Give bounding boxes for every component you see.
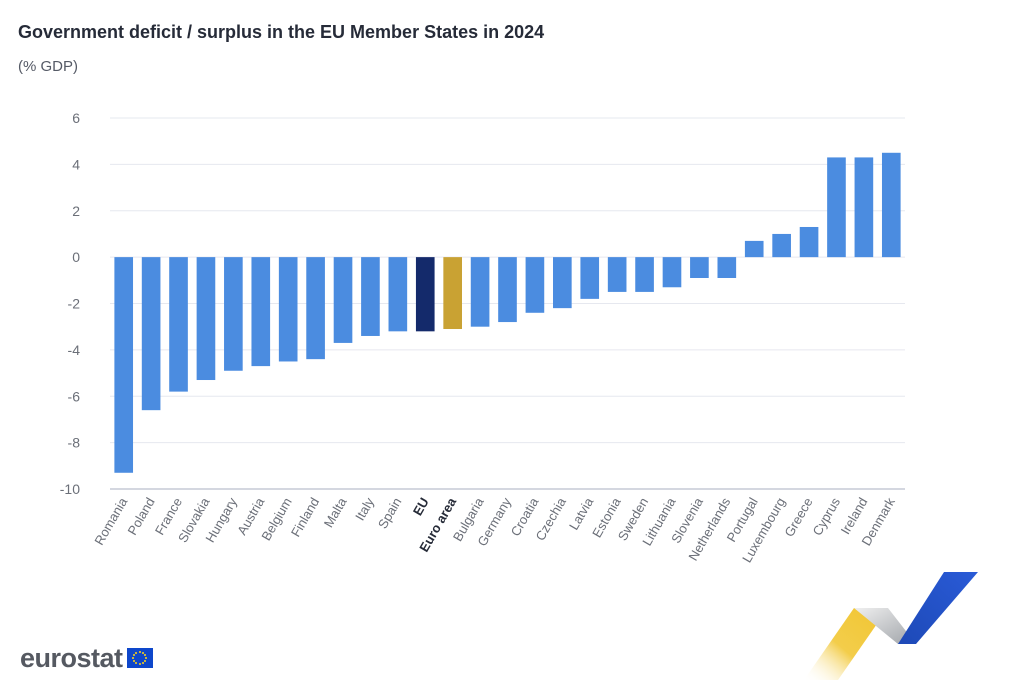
flag-star xyxy=(144,657,147,659)
x-tick-label: Cyprus xyxy=(809,495,843,539)
decorative-ribbon-graphic xyxy=(804,572,978,680)
y-tick-label: -10 xyxy=(60,481,80,497)
flag-star xyxy=(138,650,141,653)
y-tick-label: -4 xyxy=(68,342,81,358)
y-tick-label: -2 xyxy=(68,296,81,312)
bar-denmark[interactable]: Denmark: 4.5 xyxy=(881,152,901,258)
y-tick-label: 6 xyxy=(72,110,80,126)
bar-cyprus[interactable]: Cyprus: 4.3 xyxy=(827,157,846,258)
bar-germany[interactable]: Germany: -2.8 xyxy=(498,257,517,323)
bar-spain[interactable]: Spain: -3.2 xyxy=(388,257,408,332)
y-tick-label: 2 xyxy=(72,203,80,219)
flag-star xyxy=(141,662,144,665)
bar-ireland[interactable]: Ireland: 4.3 xyxy=(854,157,874,258)
eurostat-logo: eurostat xyxy=(20,643,153,673)
bar-romania[interactable]: Romania: -9.3 xyxy=(114,257,134,473)
bar-greece[interactable]: Greece: 1.3 xyxy=(799,226,819,258)
bar-austria[interactable]: Austria: -4.7 xyxy=(251,257,271,367)
flag-star xyxy=(138,663,141,666)
flag-star xyxy=(143,653,146,656)
x-axis-labels: RomaniaPolandFranceSlovakiaHungaryAustri… xyxy=(91,494,898,565)
bar-bulgaria[interactable]: Bulgaria: -3 xyxy=(470,257,490,327)
flag-star xyxy=(133,653,136,656)
x-tick-label: Italy xyxy=(352,495,377,524)
bar-portugal[interactable]: Portugal: 0.7 xyxy=(744,240,764,258)
bar-czechia[interactable]: Czechia: -2.2 xyxy=(553,257,572,309)
flag-star xyxy=(143,660,146,663)
eu-flag-icon xyxy=(126,648,153,668)
chart-subtitle: (% GDP) xyxy=(18,58,78,75)
bar-finland[interactable]: Finland: -4.4 xyxy=(306,257,325,360)
bar-slovakia[interactable]: Slovakia: -5.3 xyxy=(196,257,216,381)
flag-star xyxy=(133,660,136,663)
x-tick-label: Romania xyxy=(91,494,130,547)
bar-hungary[interactable]: Hungary: -4.9 xyxy=(224,257,243,371)
flag-star xyxy=(132,657,135,659)
bar-france[interactable]: France: -5.8 xyxy=(169,257,188,392)
bar-slovenia[interactable]: Slovenia: -0.9 xyxy=(690,257,709,278)
flag-star xyxy=(135,662,138,665)
bar-netherlands[interactable]: Netherlands: -0.9 xyxy=(717,257,737,278)
chart-title: Government deficit / surplus in the EU M… xyxy=(18,22,545,42)
x-tick-label: Malta xyxy=(321,494,350,530)
bar-latvia[interactable]: Latvia: -1.8 xyxy=(580,257,600,299)
bar-estonia[interactable]: Estonia: -1.5 xyxy=(607,257,627,292)
bar-malta[interactable]: Malta: -3.7 xyxy=(333,257,353,343)
bar-euro-area[interactable]: Euro area: -3.1 xyxy=(443,257,462,330)
bar-lithuania[interactable]: Lithuania: -1.3 xyxy=(662,257,682,288)
bar-sweden[interactable]: Sweden: -1.5 xyxy=(635,257,654,292)
flag-star xyxy=(141,651,144,654)
bar-italy[interactable]: Italy: -3.4 xyxy=(361,257,380,336)
bar-croatia[interactable]: Croatia: -2.4 xyxy=(525,257,545,313)
bar-luxembourg[interactable]: Luxembourg: 1 xyxy=(772,233,791,258)
y-tick-label: 4 xyxy=(72,156,80,172)
y-tick-label: 0 xyxy=(72,249,80,265)
bar-eu[interactable]: EU: -3.2 xyxy=(415,257,435,332)
bar-belgium[interactable]: Belgium: -4.5 xyxy=(278,257,298,362)
x-tick-label: EU xyxy=(410,495,432,518)
y-tick-label: -6 xyxy=(68,388,81,404)
x-tick-label: Spain xyxy=(375,495,405,531)
y-axis-ticks: 6 4 2 0 -2 -4 -6 -8 -10 xyxy=(60,110,80,497)
bar-poland[interactable]: Poland: -6.6 xyxy=(141,257,161,411)
flag-star xyxy=(135,651,138,654)
bars: Romania: -9.3 Poland: -6.6 France: -5.8 Slo… xyxy=(114,152,901,473)
y-tick-label: -8 xyxy=(68,435,81,451)
eurostat-wordmark: eurostat xyxy=(20,642,123,673)
